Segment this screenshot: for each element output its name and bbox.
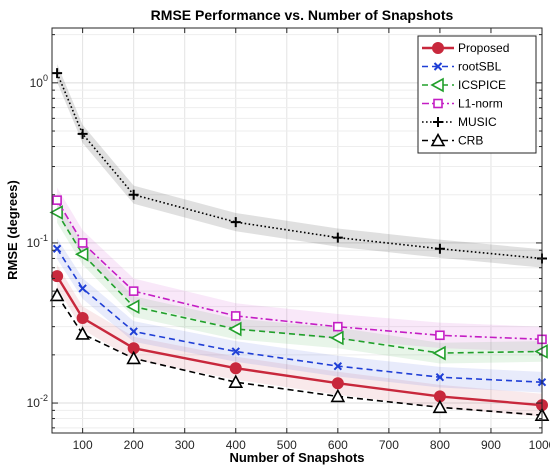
- data-point-l1-norm: [230, 311, 241, 321]
- data-point-proposed: [51, 270, 64, 283]
- band-rootsbl: [57, 238, 542, 393]
- x-tick-label: 500: [277, 438, 297, 452]
- legend-marker: [433, 62, 443, 71]
- data-point-rootsbl: [435, 373, 445, 382]
- x-tick-label: 1000: [529, 438, 550, 452]
- band-icspice: [57, 202, 542, 364]
- data-point-rootsbl: [231, 347, 240, 356]
- data-point-l1-norm: [128, 286, 139, 296]
- legend-marker: [432, 42, 444, 54]
- x-tick-label: 900: [481, 438, 501, 452]
- data-point-proposed: [229, 362, 242, 375]
- y-axis-label: RMSE (degrees): [5, 180, 20, 280]
- data-point-music: [128, 189, 139, 200]
- x-tick-label: 600: [328, 438, 348, 452]
- data-point-l1-norm: [52, 195, 62, 205]
- data-point-icspice: [228, 321, 242, 337]
- data-point-l1-norm: [333, 321, 343, 332]
- legend-item-crb: CRB: [422, 132, 483, 148]
- data-point-rootsbl: [333, 361, 343, 371]
- data-point-proposed: [331, 377, 344, 390]
- data-point-rootsbl: [78, 284, 87, 293]
- series-lines: [49, 68, 550, 421]
- data-point-rootsbl: [129, 327, 138, 336]
- legend-marker: [430, 132, 446, 147]
- legend-marker: [433, 98, 443, 109]
- data-point-music: [77, 128, 88, 139]
- data-point-music: [332, 232, 343, 243]
- legend-label: CRB: [458, 134, 483, 148]
- x-tick-label: 300: [175, 438, 195, 452]
- x-tick-label: 100: [73, 438, 93, 452]
- band-music: [57, 64, 542, 268]
- legend-item-music: MUSIC: [422, 115, 497, 129]
- data-point-l1-norm: [77, 238, 88, 248]
- legend-item-proposed: Proposed: [422, 41, 509, 55]
- data-point-proposed: [76, 311, 89, 324]
- data-point-crb: [49, 287, 65, 302]
- data-point-crb: [330, 388, 346, 403]
- band-l1-norm: [57, 187, 542, 352]
- legend-label: Proposed: [458, 41, 509, 55]
- data-point-icspice: [74, 246, 89, 262]
- data-point-crb: [432, 399, 448, 414]
- data-point-icspice: [125, 299, 140, 314]
- series-crb: [49, 287, 550, 421]
- data-point-music: [52, 68, 63, 79]
- data-point-rootsbl: [52, 244, 62, 253]
- data-point-crb: [228, 374, 244, 388]
- x-axis-label: Number of Snapshots: [229, 450, 364, 465]
- legend: Proposed rootSBL ICSPICE L1-norm MUSIC CRB: [417, 35, 537, 154]
- x-tick-label: 200: [124, 438, 144, 452]
- series-rootsbl: [52, 244, 547, 387]
- data-point-music: [230, 217, 241, 228]
- legend-item-icspice: ICSPICE: [422, 77, 506, 93]
- legend-label: L1-norm: [458, 97, 503, 111]
- data-point-l1-norm: [435, 330, 445, 341]
- chart-title: RMSE Performance vs. Number of Snapshots: [151, 7, 454, 23]
- data-point-icspice: [432, 345, 446, 361]
- legend-marker: [430, 77, 444, 93]
- x-tick-label: 400: [226, 438, 246, 452]
- y-tick-label: 10-2: [27, 393, 48, 410]
- x-tick-label: 800: [430, 438, 450, 452]
- series-music: [52, 68, 547, 264]
- data-point-crb: [75, 326, 90, 340]
- legend-marker: [433, 117, 443, 127]
- data-point-music: [434, 243, 445, 254]
- legend-label: MUSIC: [458, 115, 497, 129]
- legend-item-l1-norm: L1-norm: [422, 97, 503, 111]
- plot-frame: [51, 27, 543, 434]
- data-point-crb: [126, 350, 142, 365]
- x-tick-label: 700: [379, 438, 399, 452]
- legend-label: rootSBL: [458, 60, 502, 74]
- y-tick-label: 100: [30, 73, 48, 90]
- series-icspice: [49, 205, 548, 361]
- y-tick-label: 10-1: [27, 233, 48, 250]
- data-point-icspice: [49, 205, 63, 220]
- data-point-icspice: [330, 330, 344, 346]
- legend-label: ICSPICE: [458, 78, 506, 92]
- legend-item-rootsbl: rootSBL: [422, 60, 502, 74]
- axis-ticks: 100 200 300 400 500 600 700 800 900 1000 10-2 10-1 1…: [27, 28, 550, 452]
